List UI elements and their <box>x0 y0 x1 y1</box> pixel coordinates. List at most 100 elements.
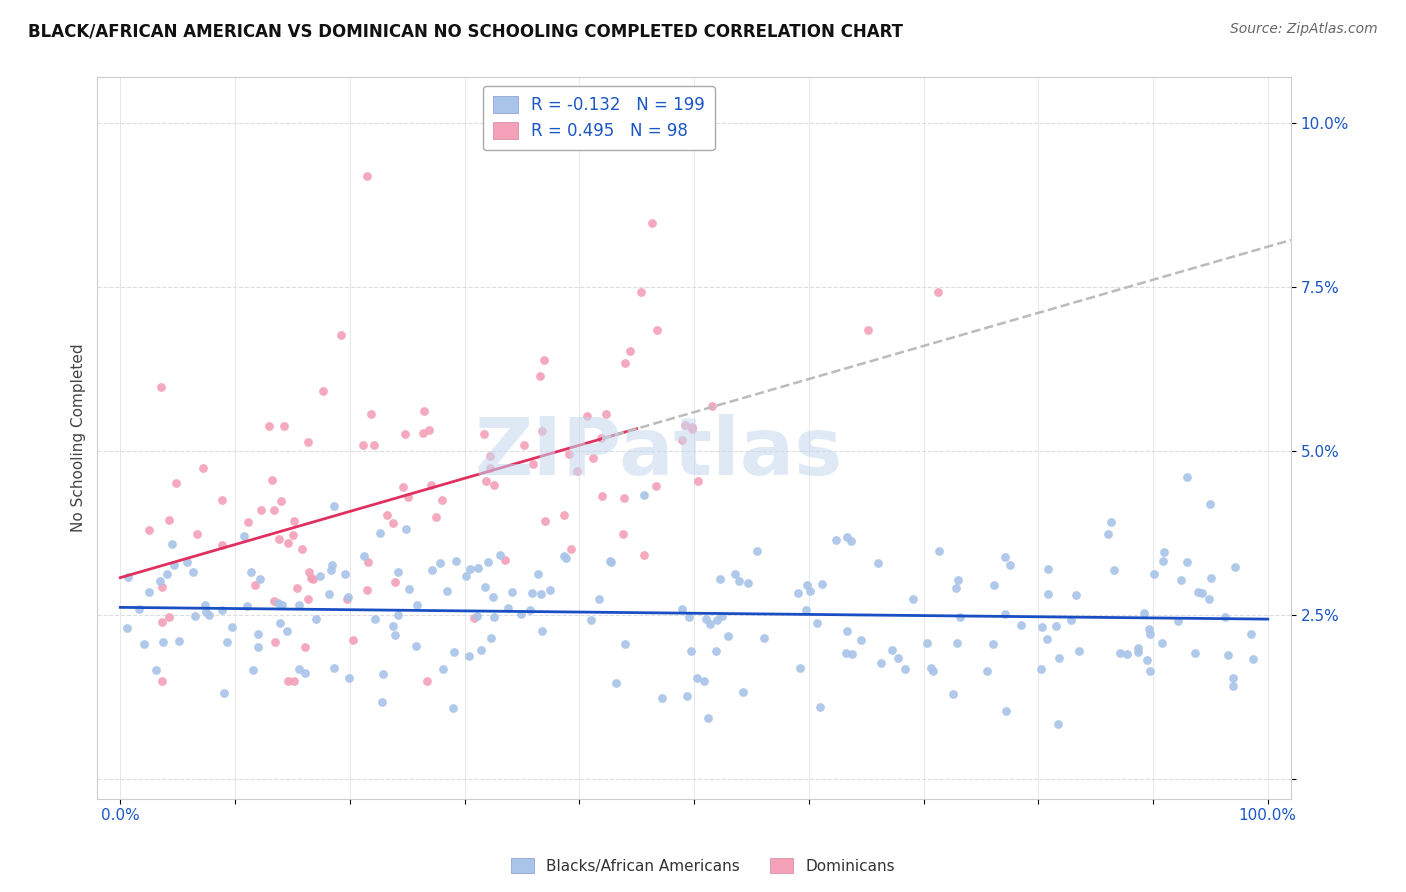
Point <box>681 421 703 435</box>
Point <box>318 587 340 601</box>
Point <box>567 464 589 478</box>
Point <box>128 602 150 616</box>
Point <box>796 603 818 617</box>
Point <box>651 690 673 705</box>
Point <box>273 419 295 434</box>
Point <box>396 490 419 504</box>
Point <box>599 554 621 568</box>
Point <box>612 527 634 541</box>
Point <box>1150 636 1173 650</box>
Point <box>995 704 1018 718</box>
Point <box>887 651 910 665</box>
Point <box>1109 646 1132 660</box>
Point <box>339 672 361 686</box>
Point <box>894 662 917 676</box>
Point <box>599 555 621 569</box>
Point <box>553 549 575 564</box>
Point <box>436 583 458 598</box>
Point <box>482 590 505 604</box>
Point <box>754 631 776 645</box>
Point <box>1067 644 1090 658</box>
Point <box>364 612 387 626</box>
Point <box>441 700 464 714</box>
Point <box>191 460 214 475</box>
Point <box>197 608 219 623</box>
Point <box>472 426 495 441</box>
Point <box>211 492 233 507</box>
Point <box>1191 585 1213 599</box>
Point <box>681 419 703 434</box>
Point <box>706 613 728 627</box>
Point <box>1198 592 1220 607</box>
Point <box>263 593 285 607</box>
Point <box>149 574 172 588</box>
Point <box>319 563 342 577</box>
Point <box>323 499 346 513</box>
Point <box>806 615 828 630</box>
Point <box>236 515 259 529</box>
Point <box>510 607 533 621</box>
Point <box>824 533 846 548</box>
Point <box>1060 613 1083 627</box>
Point <box>976 664 998 678</box>
Point <box>533 514 555 528</box>
Point <box>413 403 436 417</box>
Point <box>245 577 267 591</box>
Point <box>291 542 314 557</box>
Point <box>1128 640 1150 655</box>
Point <box>211 538 233 552</box>
Point <box>115 621 138 635</box>
Point <box>235 599 257 613</box>
Point <box>866 557 889 571</box>
Point <box>405 639 427 653</box>
Point <box>482 609 505 624</box>
Point <box>443 645 465 659</box>
Point <box>880 643 903 657</box>
Point <box>673 417 696 432</box>
Point <box>418 423 440 437</box>
Point <box>1240 627 1263 641</box>
Point <box>704 644 727 658</box>
Point <box>181 565 204 579</box>
Point <box>221 620 243 634</box>
Point <box>1241 652 1264 666</box>
Point <box>277 673 299 688</box>
Legend: Blacks/African Americans, Dominicans: Blacks/African Americans, Dominicans <box>505 852 901 880</box>
Point <box>463 610 485 624</box>
Point <box>420 563 443 577</box>
Point <box>737 575 759 590</box>
Point <box>946 636 969 650</box>
Point <box>1222 679 1244 693</box>
Point <box>693 673 716 688</box>
Point <box>375 508 398 522</box>
Point <box>839 533 862 548</box>
Point <box>605 675 627 690</box>
Legend: R = -0.132   N = 199, R = 0.495   N = 98: R = -0.132 N = 199, R = 0.495 N = 98 <box>482 86 714 151</box>
Point <box>157 609 180 624</box>
Point <box>835 624 858 639</box>
Point <box>249 572 271 586</box>
Point <box>138 585 160 599</box>
Point <box>613 491 636 505</box>
Point <box>1133 607 1156 621</box>
Point <box>1099 515 1122 529</box>
Point <box>1045 619 1067 633</box>
Text: BLACK/AFRICAN AMERICAN VS DOMINICAN NO SCHOOLING COMPLETED CORRELATION CHART: BLACK/AFRICAN AMERICAN VS DOMINICAN NO S… <box>28 22 903 40</box>
Point <box>356 169 378 183</box>
Point <box>711 608 734 623</box>
Point <box>560 541 582 556</box>
Point <box>305 612 328 626</box>
Point <box>194 598 217 612</box>
Point <box>679 643 702 657</box>
Point <box>555 550 578 565</box>
Text: Source: ZipAtlas.com: Source: ZipAtlas.com <box>1230 22 1378 37</box>
Point <box>699 616 721 631</box>
Point <box>928 544 950 558</box>
Point <box>530 586 553 600</box>
Point <box>1029 662 1052 676</box>
Point <box>465 609 488 624</box>
Point <box>420 478 443 492</box>
Point <box>246 640 269 655</box>
Point <box>425 510 447 524</box>
Point <box>294 665 316 680</box>
